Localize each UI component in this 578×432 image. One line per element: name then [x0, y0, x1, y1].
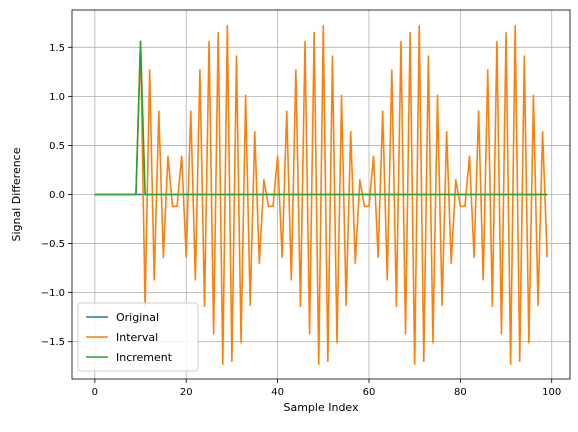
- x-tick-label: 20: [180, 387, 193, 398]
- legend-label-increment: Increment: [116, 351, 173, 364]
- y-axis-label: Signal Difference: [10, 147, 23, 241]
- legend-label-interval: Interval: [116, 331, 158, 344]
- x-tick-label: 60: [363, 387, 376, 398]
- legend: Original Interval Increment: [77, 302, 199, 372]
- y-tick-label: 0.0: [49, 190, 65, 201]
- series-lines: [94, 24, 548, 366]
- x-tick-label: 0: [92, 387, 98, 398]
- legend-label-original: Original: [116, 311, 159, 324]
- y-tick-label: −1.0: [41, 288, 65, 299]
- series-line-increment: [94, 40, 548, 196]
- y-tick-label: 0.5: [49, 141, 65, 152]
- axis-ticks: 0 20 40 60 80 100 −1.5 −1.0 −0.5 0.0 0.5 1.0 1.5: [41, 43, 562, 398]
- y-tick-label: −1.5: [41, 337, 65, 348]
- x-tick-label: 40: [271, 387, 284, 398]
- x-tick-label: 80: [454, 387, 467, 398]
- x-axis-label: Sample Index: [283, 401, 359, 414]
- y-tick-label: 1.0: [49, 92, 65, 103]
- legend-box: [77, 302, 199, 372]
- y-tick-label: −0.5: [41, 239, 65, 250]
- y-tick-label: 1.5: [49, 43, 65, 54]
- x-tick-label: 100: [542, 387, 561, 398]
